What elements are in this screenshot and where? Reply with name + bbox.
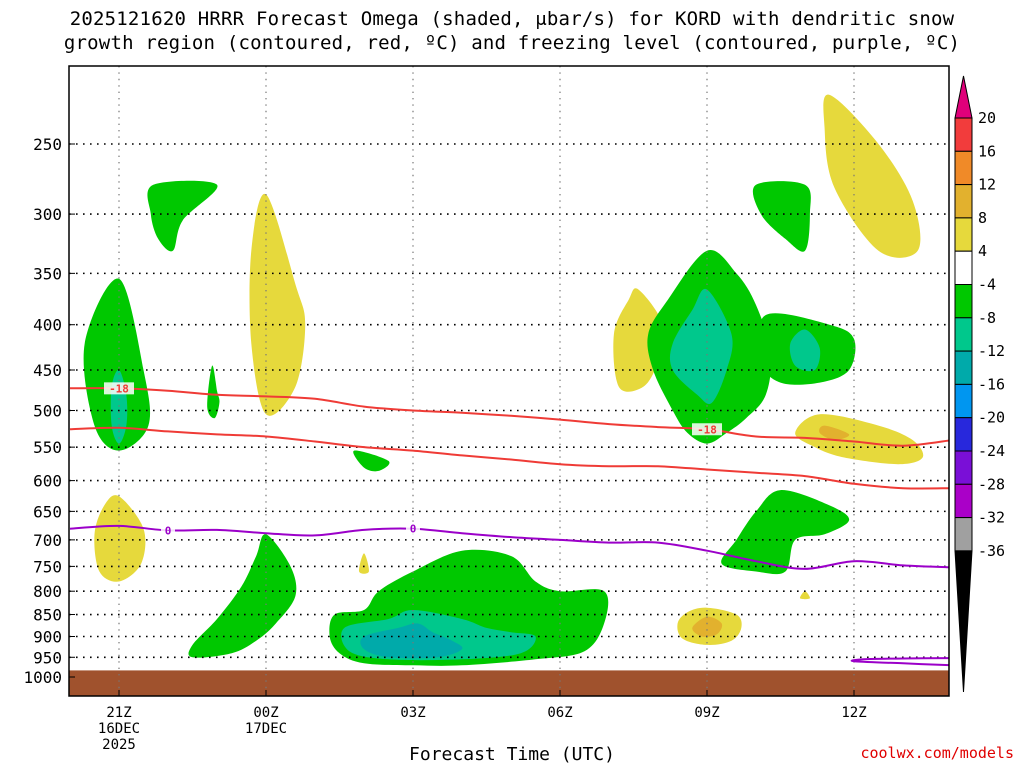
credit-link[interactable]: coolwx.com/models xyxy=(860,744,1014,762)
omega-region-3 xyxy=(207,365,220,419)
y-tick-label: 700 xyxy=(33,531,62,550)
chart-title-line-1: 2025121620 HRRR Forecast Omega (shaded, … xyxy=(69,8,955,30)
x-tick-label: 16DEC xyxy=(98,721,140,737)
colorbar-label: -20 xyxy=(978,409,1005,427)
colorbar-label: 4 xyxy=(978,242,987,260)
y-tick-label: 1000 xyxy=(23,668,62,687)
x-tick-label: 00Z xyxy=(253,705,278,721)
omega-region-7 xyxy=(94,495,146,582)
grid-lines xyxy=(69,66,949,696)
colorbar-label: 12 xyxy=(978,176,996,194)
contour-label: -18 xyxy=(697,423,717,436)
omega-region-23 xyxy=(692,616,723,637)
x-tick-label: 03Z xyxy=(400,705,425,721)
y-tick-label: 250 xyxy=(33,135,62,154)
omega-shading xyxy=(69,94,949,696)
contour-line-1 xyxy=(69,426,949,490)
y-tick-label: 500 xyxy=(33,402,62,421)
y-tick-label: 850 xyxy=(33,606,62,625)
colorbar-segment xyxy=(954,284,973,319)
colorbar-segment xyxy=(954,517,973,552)
chart-title-line-2: growth region (contoured, red, ºC) and f… xyxy=(63,32,961,54)
omega-region-24 xyxy=(799,591,811,600)
y-tick-label: 900 xyxy=(33,627,62,646)
x-tick-label: 17DEC xyxy=(245,721,287,737)
y-tick-label: 300 xyxy=(33,205,62,224)
colorbar-label: -4 xyxy=(978,276,996,294)
omega-region-18 xyxy=(823,94,921,258)
colorbar-bottom-arrow xyxy=(954,550,973,693)
colorbar-segment xyxy=(954,417,973,452)
y-tick-label: 950 xyxy=(33,648,62,667)
colorbar-label: 20 xyxy=(978,109,996,127)
omega-region-2 xyxy=(147,180,218,252)
colorbar-segment xyxy=(954,250,973,285)
colorbar-label: -16 xyxy=(978,375,1005,393)
omega-region-14 xyxy=(669,288,733,405)
x-tick-label: 21Z xyxy=(106,705,131,721)
y-tick-label: 750 xyxy=(33,557,62,576)
colorbar-top-arrow xyxy=(954,75,973,119)
y-tick-label: 550 xyxy=(33,438,62,457)
omega-region-17 xyxy=(752,181,811,252)
x-tick-label: 2025 xyxy=(102,737,136,753)
colorbar-label: 16 xyxy=(978,142,996,160)
colorbar-segment xyxy=(954,350,973,385)
omega-region-11 xyxy=(360,623,463,659)
x-tick-label: 09Z xyxy=(694,705,719,721)
contour-label: 0 xyxy=(165,524,172,537)
plot-frame xyxy=(68,65,950,697)
contour-label: 0 xyxy=(410,523,417,536)
x-axis-label: Forecast Time (UTC) xyxy=(409,744,615,765)
y-tick-label: 350 xyxy=(33,264,62,283)
contour-line-2 xyxy=(69,524,949,570)
y-axis: 250 300 350 400 450 500 550 600 650 700 750 800 850 9… xyxy=(23,135,75,687)
y-tick-label: 650 xyxy=(33,502,62,521)
omega-region-0 xyxy=(83,278,151,451)
omega-region-6 xyxy=(358,553,370,574)
colorbar-label: -36 xyxy=(978,542,1005,560)
colorbar: 20 16 12 8 4 -4 -8 -12 -16 -20 -24 -28 -32 -36 xyxy=(954,75,1005,693)
colorbar-segment xyxy=(954,317,973,352)
omega-region-21 xyxy=(721,490,850,575)
omega-region-8 xyxy=(188,534,297,658)
omega-region-20 xyxy=(819,425,850,441)
colorbar-segment xyxy=(954,117,973,152)
ground-layer xyxy=(69,670,949,696)
colorbar-label: -28 xyxy=(978,475,1005,493)
colorbar-label: -12 xyxy=(978,342,1005,360)
omega-region-4 xyxy=(249,193,306,416)
x-tick-label: 12Z xyxy=(841,705,866,721)
contour-line-3 xyxy=(850,657,949,667)
omega-region-12 xyxy=(613,288,664,392)
contour-lines: -18 -18 0 0 xyxy=(69,382,949,667)
contour-label: -18 xyxy=(109,382,129,395)
colorbar-segment xyxy=(954,450,973,485)
omega-region-16 xyxy=(789,329,821,372)
x-tick-label: 06Z xyxy=(547,705,572,721)
colorbar-label: -32 xyxy=(978,509,1005,527)
contour-line-0 xyxy=(69,387,949,447)
y-tick-label: 400 xyxy=(33,316,62,335)
y-tick-label: 450 xyxy=(33,361,62,380)
colorbar-label: -8 xyxy=(978,309,996,327)
y-tick-label: 600 xyxy=(33,472,62,491)
colorbar-label: 8 xyxy=(978,209,987,227)
colorbar-label: -24 xyxy=(978,442,1005,460)
colorbar-segment xyxy=(954,217,973,252)
omega-region-5 xyxy=(353,450,390,472)
colorbar-segment xyxy=(954,184,973,219)
y-tick-label: 800 xyxy=(33,582,62,601)
colorbar-segment xyxy=(954,383,973,419)
colorbar-segment xyxy=(954,483,973,519)
colorbar-segment xyxy=(954,150,973,186)
